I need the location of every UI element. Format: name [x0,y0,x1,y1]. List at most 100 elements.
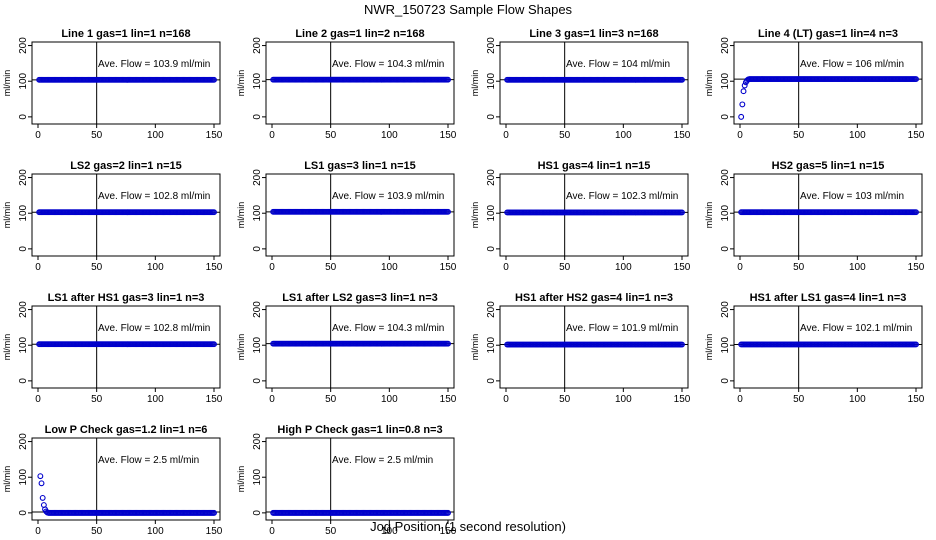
data-point [913,76,919,83]
x-tick-label: 50 [91,130,103,141]
y-axis-label: ml/min [2,466,12,493]
x-tick-label: 50 [325,262,337,273]
data-points [738,341,919,348]
x-tick-label: 150 [440,526,457,537]
x-tick-label: 0 [503,394,509,405]
y-tick-label: 200 [486,169,497,186]
x-tick-label: 100 [615,394,632,405]
data-point [739,101,746,108]
plot-frame [499,173,689,257]
x-tick-label: 150 [674,262,691,273]
y-tick-label: 0 [18,114,29,120]
average-flow-annotation: Ave. Flow = 103 ml/min [800,191,904,202]
x-tick-label: 150 [206,394,223,405]
figure-x-axis-label: Jog Position (1 second resolution) [370,519,566,534]
y-tick-label: 0 [720,114,731,120]
x-tick-label: 100 [381,526,398,537]
y-tick-label: 200 [720,37,731,54]
y-axis-label: ml/min [470,202,480,229]
panel-title: LS1 gas=3 lin=1 n=15 [304,160,416,172]
x-tick-label: 50 [325,526,337,537]
y-tick-label: 200 [720,301,731,318]
data-points [270,509,451,516]
y-tick-label: 100 [252,468,263,485]
data-points [738,209,919,216]
data-points [36,341,217,348]
y-tick-label: 0 [252,114,263,120]
data-points [504,209,685,216]
y-tick-label: 200 [486,37,497,54]
x-tick-label: 50 [91,262,103,273]
data-point [445,76,451,83]
x-tick-label: 100 [147,394,164,405]
x-tick-label: 100 [849,262,866,273]
panel-10: LS1 after LS2 gas=3 lin=1 n=3 0 50 100 150 0 1… [236,292,457,405]
panel-title: HS1 after LS1 gas=4 lin=1 n=3 [750,292,907,304]
panel-title: Line 4 (LT) gas=1 lin=4 n=3 [758,28,898,40]
x-tick-label: 150 [908,394,925,405]
x-tick-label: 100 [615,262,632,273]
y-tick-label: 100 [18,72,29,89]
data-point [211,76,217,83]
data-points [270,76,451,83]
y-tick-label: 0 [18,246,29,252]
data-point [211,209,217,216]
average-flow-annotation: Ave. Flow = 2.5 ml/min [98,455,199,466]
y-tick-label: 200 [720,169,731,186]
x-tick-label: 50 [325,130,337,141]
data-point [740,88,747,95]
data-point [679,76,685,83]
data-point [741,82,748,89]
figure-title: NWR_150723 Sample Flow Shapes [364,2,573,17]
y-axis-label: ml/min [236,466,246,493]
plot-frame [265,41,455,125]
y-tick-label: 100 [252,204,263,221]
y-axis-label: ml/min [704,202,714,229]
plot-frame [31,305,221,389]
plot-frame [733,41,923,125]
x-tick-label: 100 [381,262,398,273]
y-tick-label: 0 [252,246,263,252]
x-tick-label: 150 [440,394,457,405]
y-tick-label: 0 [720,378,731,384]
data-points [37,473,217,516]
panel-14: High P Check gas=1 lin=0.8 n=3 0 50 100 150 0… [236,424,457,537]
y-tick-label: 100 [252,72,263,89]
y-axis-label: ml/min [2,334,12,361]
panel-title: HS1 after HS2 gas=4 lin=1 n=3 [515,292,673,304]
panel-6: LS1 gas=3 lin=1 n=15 0 50 100 150 0 100 200 ml/m… [236,160,457,273]
y-tick-label: 100 [18,468,29,485]
x-tick-label: 100 [849,130,866,141]
y-tick-label: 100 [18,204,29,221]
y-tick-label: 100 [720,204,731,221]
x-tick-label: 0 [269,526,275,537]
panel-3: Line 3 gas=1 lin=3 n=168 0 50 100 150 0 100 200… [470,28,691,141]
x-tick-label: 100 [147,130,164,141]
y-tick-label: 200 [18,301,29,318]
x-tick-label: 0 [35,394,41,405]
data-point [679,209,685,216]
plot-frame [733,305,923,389]
data-point [913,341,919,348]
plot-frame [499,41,689,125]
average-flow-annotation: Ave. Flow = 104.3 ml/min [332,323,444,334]
panel-4: Line 4 (LT) gas=1 lin=4 n=3 0 50 100 150 0 100… [704,28,925,141]
data-points [738,76,919,120]
y-tick-label: 0 [486,114,497,120]
y-tick-label: 100 [720,336,731,353]
panel-title: LS1 after HS1 gas=3 lin=1 n=3 [48,292,205,304]
y-tick-label: 200 [18,169,29,186]
plot-frame [265,305,455,389]
x-tick-label: 100 [615,130,632,141]
panel-2: Line 2 gas=1 lin=2 n=168 0 50 100 150 0 100 200… [236,28,457,141]
x-tick-label: 0 [35,526,41,537]
x-tick-label: 0 [503,262,509,273]
plot-frame [31,41,221,125]
x-tick-label: 0 [737,130,743,141]
x-tick-label: 0 [269,262,275,273]
data-point [211,341,217,348]
panel-title: LS2 gas=2 lin=1 n=15 [70,160,182,172]
y-tick-label: 200 [252,301,263,318]
x-tick-label: 50 [793,394,805,405]
